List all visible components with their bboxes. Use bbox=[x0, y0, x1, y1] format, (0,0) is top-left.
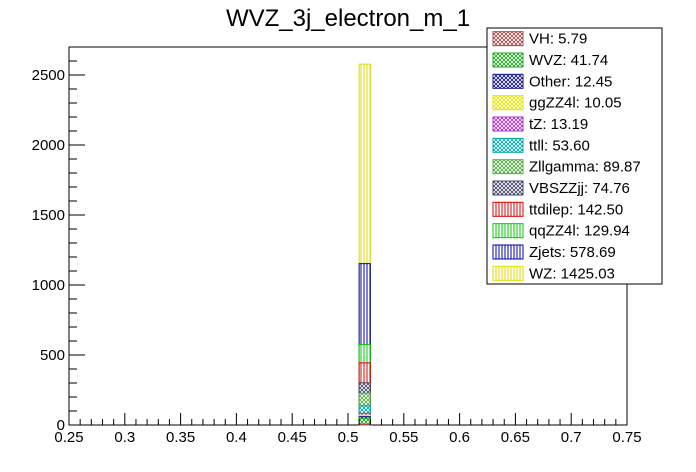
legend: VH: 5.79 WVZ: 41.74 Other: 12.45 ggZZ4l: 10… bbox=[486, 27, 663, 285]
y-tick-label: 0 bbox=[57, 417, 65, 434]
x-axis: 0.25 0.3 0.35 0.4 0.45 0.5 0.55 0.6 0.65 0.7 0.75 bbox=[54, 413, 642, 446]
y-tick-label: 1000 bbox=[32, 277, 65, 294]
legend-swatch-wvz bbox=[492, 52, 524, 68]
x-tick-label: 0.35 bbox=[166, 429, 195, 446]
legend-label-wz: WZ: 1425.03 bbox=[529, 265, 615, 282]
y-tick-label: 2000 bbox=[32, 137, 65, 154]
stacked-bars bbox=[358, 63, 371, 426]
legend-swatch-ttll bbox=[492, 137, 524, 153]
legend-swatch-tz bbox=[492, 116, 524, 132]
legend-swatch-zjets bbox=[492, 244, 524, 260]
y-axis: 0 500 1000 1500 2000 2500 bbox=[32, 46, 85, 434]
x-tick-label: 0.65 bbox=[501, 429, 530, 446]
legend-box bbox=[486, 27, 663, 285]
legend-swatch-zllgamma bbox=[492, 159, 524, 175]
legend-label-ttll: ttll: 53.60 bbox=[529, 137, 590, 154]
x-tick-label: 0.4 bbox=[226, 429, 247, 446]
legend-swatch-vh bbox=[492, 31, 524, 47]
y-tick-label: 500 bbox=[40, 347, 65, 364]
legend-label-tz: tZ: 13.19 bbox=[529, 116, 588, 133]
bar-vh bbox=[358, 423, 371, 426]
legend-label-zllgamma: Zllgamma: 89.87 bbox=[529, 159, 641, 176]
x-tick-label: 0.25 bbox=[54, 429, 83, 446]
x-tick-label: 0.45 bbox=[278, 429, 307, 446]
legend-label-qqzz4l: qqZZ4l: 129.94 bbox=[529, 223, 630, 240]
legend-label-zjets: Zjets: 578.69 bbox=[529, 244, 616, 261]
legend-label-wvz: WVZ: 41.74 bbox=[529, 52, 608, 69]
legend-label-vbszzjj: VBSZZjj: 74.76 bbox=[529, 180, 630, 197]
legend-swatch-other bbox=[492, 73, 524, 89]
legend-swatch-ggzz4l bbox=[492, 95, 524, 111]
legend-label-vh: VH: 5.79 bbox=[529, 31, 587, 48]
x-tick-label: 0.7 bbox=[561, 429, 582, 446]
x-tick-label: 0.5 bbox=[338, 429, 359, 446]
y-tick-label: 1500 bbox=[32, 207, 65, 224]
y-tick-label: 2500 bbox=[32, 67, 65, 84]
legend-label-ggzz4l: ggZZ4l: 10.05 bbox=[529, 95, 622, 112]
x-tick-label: 0.3 bbox=[114, 429, 135, 446]
legend-swatch-ttdilep bbox=[492, 201, 524, 217]
x-tick-label: 0.55 bbox=[389, 429, 418, 446]
legend-swatch-wz bbox=[492, 265, 524, 281]
chart-title: WVZ_3j_electron_m_1 bbox=[226, 5, 470, 32]
legend-swatch-qqzz4l bbox=[492, 223, 524, 239]
legend-swatch-vbszzjj bbox=[492, 180, 524, 196]
legend-label-ttdilep: ttdilep: 142.50 bbox=[529, 201, 623, 218]
legend-label-other: Other: 12.45 bbox=[529, 73, 612, 90]
x-tick-label: 0.6 bbox=[449, 429, 470, 446]
x-tick-label: 0.75 bbox=[612, 429, 641, 446]
